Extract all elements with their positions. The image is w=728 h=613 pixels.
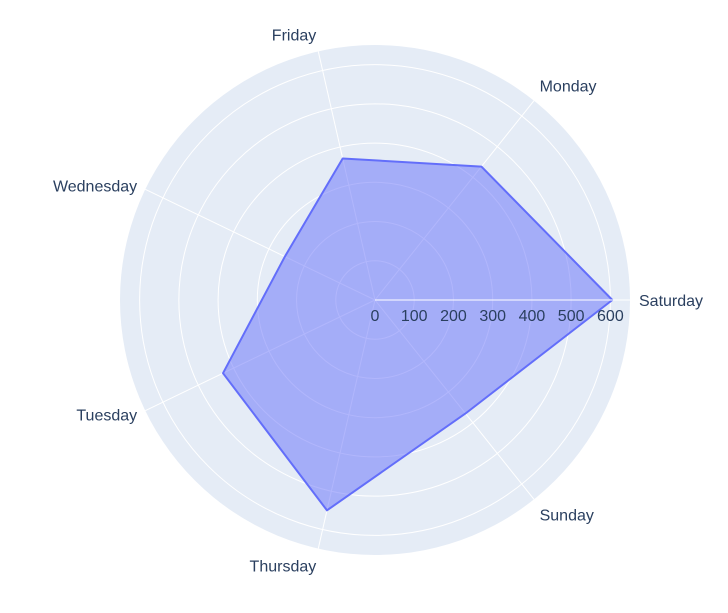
angular-label-thursday: Thursday	[250, 558, 317, 575]
radial-tick-label: 100	[401, 308, 428, 325]
radial-tick-label: 200	[440, 308, 467, 325]
series-layer	[222, 157, 614, 512]
angular-label-tuesday: Tuesday	[76, 408, 137, 425]
radial-tick-label: 600	[597, 308, 624, 325]
series-area-0	[222, 157, 614, 512]
angular-axis-labels: Saturday Monday Friday Wednesday Tuesday Thur…	[53, 28, 703, 576]
radial-axis: 0 100 200 300 400 500 600	[371, 299, 630, 325]
angular-label-saturday: Saturday	[639, 293, 703, 310]
radial-tick-label: 300	[479, 308, 506, 325]
angular-label-wednesday: Wednesday	[53, 178, 137, 195]
radial-tick-label: 500	[558, 308, 585, 325]
radial-tick-label: 400	[519, 308, 546, 325]
angular-label-sunday: Sunday	[540, 507, 594, 524]
angular-label-monday: Monday	[540, 79, 597, 96]
radial-tick-label: 0	[371, 308, 380, 325]
angular-label-friday: Friday	[272, 28, 316, 45]
